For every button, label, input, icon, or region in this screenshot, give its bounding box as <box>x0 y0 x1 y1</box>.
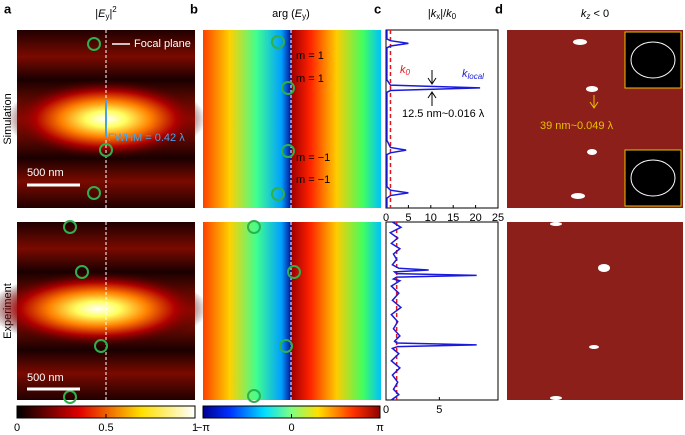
t: | <box>95 8 98 20</box>
mode-label: m = 1 <box>296 50 324 62</box>
t: 2 <box>112 5 117 14</box>
x-tick-label: 15 <box>447 212 459 224</box>
x-tick-label: 0 <box>383 212 389 224</box>
x-tick-label: 5 <box>405 212 411 224</box>
t: k <box>431 8 437 20</box>
t: z <box>585 12 590 21</box>
panel-title: kz < 0 <box>581 8 609 21</box>
t: k <box>462 68 468 80</box>
t: | <box>428 8 431 20</box>
x-tick-label: 0 <box>383 404 389 416</box>
x-tick-label: 10 <box>425 212 437 224</box>
arrow <box>589 95 599 109</box>
panel-label: d <box>495 1 503 16</box>
t: y <box>302 12 306 21</box>
arrow <box>427 70 437 106</box>
focal-spot <box>0 271 208 347</box>
colorbar-label: 0 <box>288 422 294 434</box>
panel-label: a <box>4 1 12 16</box>
t: 0 <box>452 12 457 21</box>
mode-label: m = −1 <box>296 174 330 186</box>
phase-map <box>203 30 381 208</box>
annotation: 12.5 nm~0.016 λ <box>402 108 485 120</box>
klocal-label: klocal <box>462 68 484 81</box>
colorbar-label: 0 <box>14 422 20 434</box>
inset <box>624 31 682 89</box>
annotation: 39 nm~0.049 λ <box>540 120 614 132</box>
panel-title: arg (Ey) <box>272 8 310 21</box>
colorbar-label: −π <box>196 422 210 434</box>
k0-label: k0 <box>400 64 411 77</box>
scale-label: 500 nm <box>27 167 64 179</box>
t: E <box>98 8 106 20</box>
inset-contour <box>630 159 676 197</box>
t: x <box>436 12 440 21</box>
t: k <box>581 8 587 20</box>
annotation: FWHM = 0.42 λ <box>108 132 185 144</box>
t: ) <box>306 8 310 20</box>
x-tick-label: 5 <box>436 404 442 416</box>
t: |/ <box>440 8 447 20</box>
panel-title: |kx|/k0 <box>428 8 457 21</box>
plot-frame <box>385 221 499 401</box>
vortex-markers <box>247 35 301 403</box>
phase-map <box>203 222 381 400</box>
t: 0 <box>406 68 411 77</box>
colorbar-label: π <box>376 422 384 434</box>
plot-frame <box>385 29 499 209</box>
inset-contour <box>630 41 676 79</box>
panel-title: |Ey|2 <box>95 5 117 21</box>
t: k <box>400 64 406 76</box>
colorbar-label: 1 <box>192 422 198 434</box>
hotspots <box>550 39 610 400</box>
x-tick-label: 25 <box>492 212 504 224</box>
inset <box>624 149 682 207</box>
profile-line <box>388 221 477 401</box>
t: k <box>446 8 452 20</box>
colorbar-label: 0.5 <box>98 422 113 434</box>
vortex-markers <box>63 37 113 404</box>
panel-label: c <box>374 1 381 16</box>
t: arg ( <box>272 8 295 20</box>
mode-label: m = −1 <box>296 152 330 164</box>
profile-line <box>386 30 481 208</box>
t: y <box>105 12 109 21</box>
kz-map <box>507 222 683 400</box>
x-tick-label: 20 <box>469 212 481 224</box>
mode-label: m = 1 <box>296 73 324 85</box>
t: < 0 <box>590 8 609 20</box>
scale-label: 500 nm <box>27 372 64 384</box>
t: | <box>109 8 112 20</box>
t: local <box>468 72 485 81</box>
panel-label: b <box>190 1 198 16</box>
t: E <box>295 8 303 20</box>
annotation: Focal plane <box>134 38 191 50</box>
